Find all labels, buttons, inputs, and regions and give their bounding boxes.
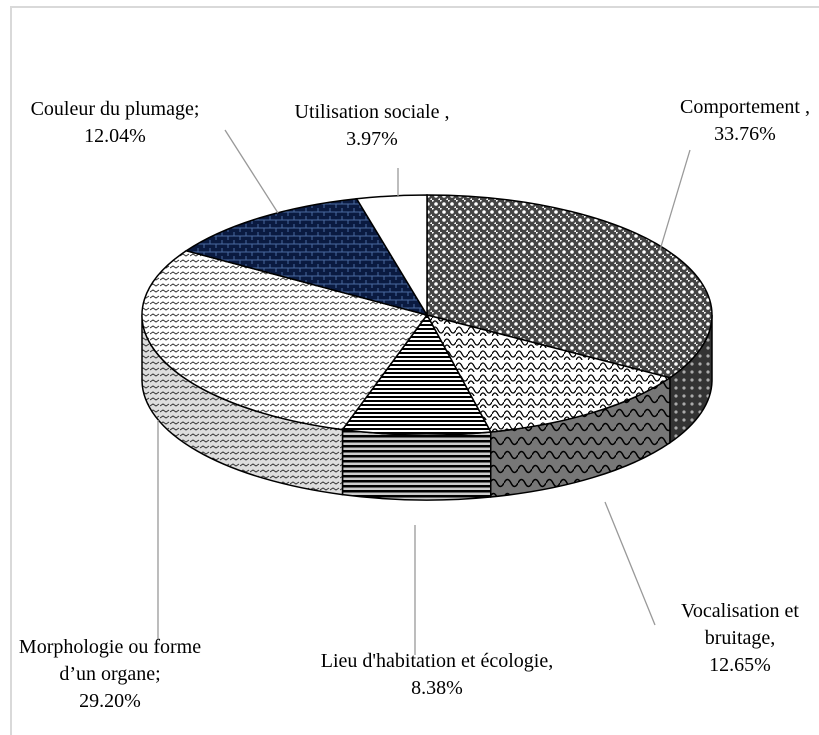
slice-name: Vocalisation et bruitage,	[681, 600, 799, 649]
slice-value: 33.76%	[714, 123, 776, 145]
slice-label: Couleur du plumage; 12.04%	[5, 96, 225, 150]
slice-name: Lieu d'habitation et écologie,	[320, 650, 554, 672]
pie-slice	[426, 194, 713, 379]
slice-label: Morphologie ou forme d’un organe; 29.20%	[15, 634, 205, 715]
slice-label: Lieu d'habitation et écologie, 8.38%	[267, 648, 607, 702]
chart-frame	[10, 6, 819, 735]
pie-side	[341, 428, 492, 501]
pie-slice	[355, 194, 428, 318]
slice-value: 12.04%	[84, 125, 146, 147]
pie-slice	[341, 313, 492, 436]
slice-name: Comportement ,	[680, 96, 810, 118]
slice-label: Utilisation sociale , 3.97%	[292, 99, 452, 153]
pie-slice	[425, 313, 672, 433]
slice-label: Vocalisation et bruitage, 12.65%	[650, 598, 819, 679]
slice-name: Utilisation sociale ,	[294, 101, 450, 123]
slice-name: Couleur du plumage;	[30, 98, 200, 120]
slice-value: 8.38%	[411, 677, 463, 699]
leader-line	[224, 129, 279, 214]
slice-name: Morphologie ou forme d’un organe;	[18, 636, 202, 685]
pie-slice	[141, 249, 429, 431]
slice-value: 3.97%	[346, 128, 398, 150]
slice-label: Comportement , 33.76%	[670, 94, 819, 148]
slice-value: 29.20%	[79, 690, 141, 712]
slice-value: 12.65%	[709, 654, 771, 676]
leader-line	[604, 501, 656, 626]
leader-line	[659, 149, 691, 251]
pie-slice	[184, 197, 429, 317]
